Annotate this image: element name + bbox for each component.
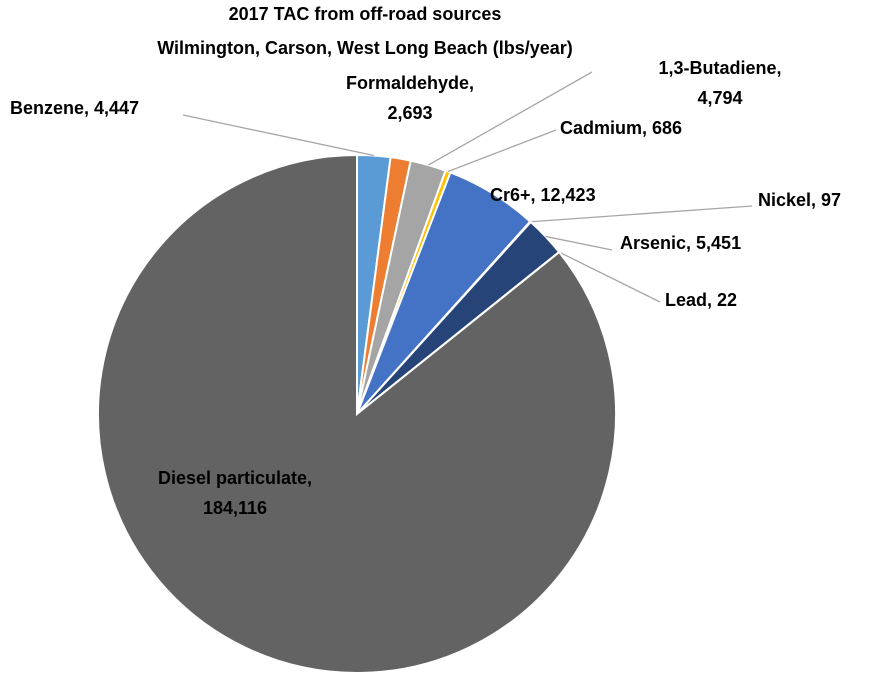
data-label: 1,3-Butadiene, 4,794 <box>658 58 782 108</box>
data-label: Lead, 22 <box>665 290 738 310</box>
chart-title: 2017 TAC from off-road sources <box>228 4 502 24</box>
leader-line <box>558 251 661 303</box>
data-label: Arsenic, 5,451 <box>620 233 742 253</box>
data-label: Cr6+, 12,423 <box>490 185 596 205</box>
data-label: Diesel particulate, 184,116 <box>157 468 313 518</box>
leader-line <box>447 129 557 173</box>
data-label: Formaldehyde, 2,693 <box>345 73 475 123</box>
leader-line <box>182 114 374 157</box>
leader-line <box>428 71 593 166</box>
data-label: Nickel, 97 <box>758 190 842 210</box>
pie-slice <box>97 153 617 674</box>
data-label: Benzene, 4,447 <box>10 98 140 118</box>
chart-subtitle: Wilmington, Carson, West Long Beach (lbs… <box>157 38 573 58</box>
data-label: Cadmium, 686 <box>560 118 683 138</box>
leader-line <box>530 205 753 223</box>
leader-line <box>545 235 613 251</box>
